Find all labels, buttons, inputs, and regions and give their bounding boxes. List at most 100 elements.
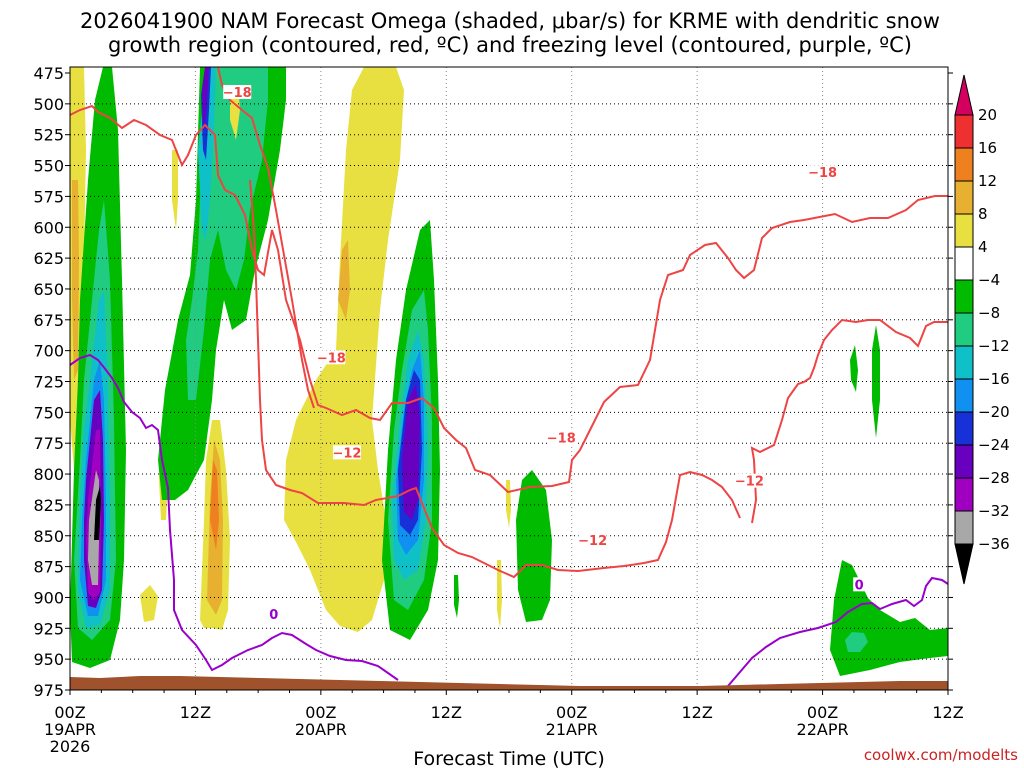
x-tick-label: 12Z xyxy=(932,703,963,722)
terrain xyxy=(70,676,948,690)
contour-label: −12 xyxy=(578,534,607,549)
colorbar-swatch xyxy=(954,279,974,314)
colorbar-swatch xyxy=(954,213,974,248)
contour-label: 0 xyxy=(269,608,278,623)
colorbar-label: −8 xyxy=(978,304,1000,322)
y-axis: 475 500 525 550 575 600 625 650 675 700 725 750 775 8… xyxy=(33,64,953,700)
omega-area xyxy=(516,470,552,622)
colorbar-swatch xyxy=(954,246,974,281)
colorbar-swatch xyxy=(954,180,974,215)
contour-label-bg xyxy=(267,606,280,621)
colorbar-swatch xyxy=(954,510,974,545)
y-tick-label: 500 xyxy=(33,95,64,114)
y-tick-label: 600 xyxy=(33,218,64,237)
colorbar-label: −4 xyxy=(978,271,1000,289)
colorbar-label: −24 xyxy=(978,436,1010,454)
contour-label: −18 xyxy=(808,166,837,181)
omega-area xyxy=(172,150,178,230)
dgz-contour xyxy=(217,67,315,409)
omega-area xyxy=(845,632,868,652)
omega-area xyxy=(338,240,350,320)
colorbar-label: 4 xyxy=(978,238,988,256)
colorbar-bottom-arrow xyxy=(954,543,974,585)
y-tick-label: 575 xyxy=(33,187,64,206)
omega-area xyxy=(284,67,404,632)
colorbar-label: −28 xyxy=(978,469,1010,487)
omega-area xyxy=(140,585,158,622)
dgz-contour xyxy=(70,104,948,494)
y-tick-label: 875 xyxy=(33,558,64,577)
contour-label: −18 xyxy=(317,351,346,366)
y-tick-label: 950 xyxy=(33,650,64,669)
contour-label-bg xyxy=(853,577,866,592)
contour-label-bg xyxy=(332,445,361,460)
y-tick-label: 900 xyxy=(33,588,64,607)
y-tick-label: 525 xyxy=(33,126,64,145)
y-tick-label: 625 xyxy=(33,249,64,268)
omega-area xyxy=(88,470,99,585)
y-tick-label: 800 xyxy=(33,465,64,484)
y-tick-label: 925 xyxy=(33,619,64,638)
y-tick-label: 850 xyxy=(33,527,64,546)
x-tick-label: 22APR xyxy=(797,720,849,739)
colorbar-label: 12 xyxy=(978,172,997,190)
omega-area xyxy=(72,180,79,380)
y-tick-label: 675 xyxy=(33,311,64,330)
contour-label: −12 xyxy=(332,446,361,461)
x-tick-label: 12Z xyxy=(431,703,462,722)
y-tick-label: 550 xyxy=(33,157,64,176)
omega-area xyxy=(94,486,101,540)
y-tick-label: 775 xyxy=(33,434,64,453)
colorbar-swatch xyxy=(954,312,974,347)
omega-area xyxy=(402,384,420,520)
contour-label: −18 xyxy=(223,86,252,101)
colorbar-swatch xyxy=(954,345,974,380)
colorbar-swatch xyxy=(954,114,974,149)
colorbar-label: −32 xyxy=(978,502,1010,520)
x-tick-label: 00Z xyxy=(556,703,587,722)
contour-label-bg xyxy=(547,430,576,445)
contour-label-bg xyxy=(317,350,346,365)
x-axis-label: Forecast Time (UTC) xyxy=(413,748,604,768)
omega-area xyxy=(497,560,502,628)
x-tick-label: 00Z xyxy=(305,703,336,722)
y-tick-label: 475 xyxy=(33,64,64,83)
omega-area xyxy=(830,560,948,676)
x-tick-label: 00Z xyxy=(54,703,85,722)
freezing-contour xyxy=(70,353,399,681)
x-tick-label: 12Z xyxy=(681,703,712,722)
contour-labels: −18 −18 −12 −18 −12 −12 −18 0 0 xyxy=(223,84,866,623)
credit-text: coolwx.com/modelts xyxy=(864,746,1018,764)
contour-label: −18 xyxy=(547,431,576,446)
contour-label: 0 xyxy=(855,578,864,593)
colorbar-swatch xyxy=(954,444,974,479)
omega-shading xyxy=(70,67,948,676)
x-tick-label: 12Z xyxy=(180,703,211,722)
y-tick-label: 975 xyxy=(33,681,64,700)
omega-area xyxy=(872,325,880,438)
dgz-contour xyxy=(750,318,948,524)
colorbar-swatch xyxy=(954,147,974,182)
colorbar: 20 16 12 8 4 −4 −8 −12 −16 −20 −24 −28 −32 −36 xyxy=(954,74,1010,585)
x-tick-label: 21APR xyxy=(546,720,598,739)
omega-area xyxy=(454,575,459,618)
y-tick-label: 825 xyxy=(33,496,64,515)
colorbar-label: −20 xyxy=(978,403,1010,421)
colorbar-label: 16 xyxy=(978,139,997,157)
colorbar-label: −16 xyxy=(978,370,1010,388)
contour-label: −12 xyxy=(735,475,764,490)
chart-title-line2: growth region (contoured, red, ºC) and f… xyxy=(108,33,912,57)
x-tick-label: 20APR xyxy=(295,720,347,739)
y-tick-label: 650 xyxy=(33,280,64,299)
colorbar-swatch xyxy=(954,477,974,512)
contour-label-bg xyxy=(223,84,252,99)
contour-label-bg xyxy=(578,532,607,547)
dgz-contour xyxy=(249,179,741,579)
contour-label-bg xyxy=(808,165,837,180)
omega-area xyxy=(850,345,858,392)
colorbar-swatch xyxy=(954,378,974,413)
y-tick-label: 700 xyxy=(33,342,64,361)
colorbar-label: −36 xyxy=(978,535,1010,553)
